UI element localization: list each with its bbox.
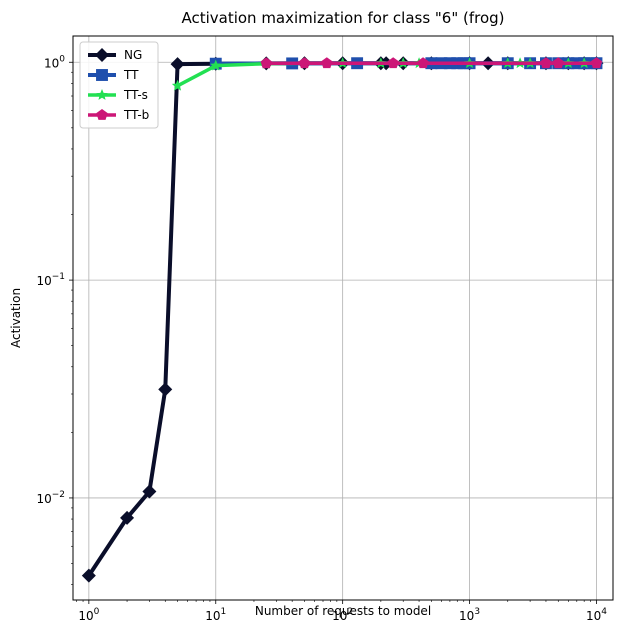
- x-tick-label: 104: [586, 607, 607, 623]
- data-point-tt-b: [417, 57, 429, 69]
- data-point-tt-b: [590, 57, 603, 69]
- legend-label: TT-b: [123, 108, 149, 122]
- legend-box: [79, 41, 159, 129]
- legend-entry-tt: TT: [88, 68, 139, 82]
- data-point-tt-b: [552, 57, 564, 69]
- chart-title: Activation maximization for class "6" (f…: [181, 9, 504, 27]
- legend-label: NG: [124, 48, 142, 62]
- data-point-tt-b: [260, 57, 272, 69]
- data-point-tt-b: [321, 57, 333, 69]
- legend-entry-ng: NG: [88, 48, 142, 62]
- legend-label: TT-s: [123, 88, 148, 102]
- axes: 100 101 102 103 104 10−2 10−1 100: [36, 54, 607, 623]
- data-point-ng: [170, 57, 185, 72]
- data-point-tt-b: [298, 57, 311, 69]
- series-tt-b: [260, 57, 603, 69]
- data-point-tt-s: [210, 59, 222, 71]
- y-tick-label: 10−2: [36, 490, 65, 506]
- grid: [73, 36, 613, 600]
- legend-label: TT: [123, 68, 139, 82]
- x-tick-label: 102: [332, 607, 353, 623]
- y-tick-label: 100: [44, 54, 65, 70]
- data-point-tt-b: [387, 57, 399, 69]
- legend-entry-tt-s: TT-s: [88, 88, 148, 102]
- data-point-ng: [120, 510, 135, 525]
- legend: NG TT TT-s TT-b: [79, 41, 159, 129]
- x-tick-label: 103: [459, 607, 480, 623]
- data-point-tt-b: [540, 57, 552, 69]
- y-axis-label: Activation: [9, 288, 23, 348]
- data-point-ng: [81, 568, 96, 583]
- data-point-ng: [142, 484, 157, 499]
- legend-entry-tt-b: TT-b: [88, 108, 149, 122]
- data-point-tt-s: [171, 79, 184, 91]
- y-tick-label: 10−1: [36, 272, 65, 288]
- x-tick-label: 100: [78, 607, 99, 623]
- x-tick-label: 101: [205, 607, 226, 623]
- series-group: [81, 56, 604, 583]
- x-axis-label: Number of requests to model: [255, 604, 431, 618]
- legend-marker-pentagon: [96, 109, 108, 120]
- legend-marker-diamond: [95, 48, 109, 62]
- legend-marker-star: [96, 89, 108, 100]
- legend-marker-square: [96, 69, 108, 81]
- data-point-ng: [158, 382, 173, 397]
